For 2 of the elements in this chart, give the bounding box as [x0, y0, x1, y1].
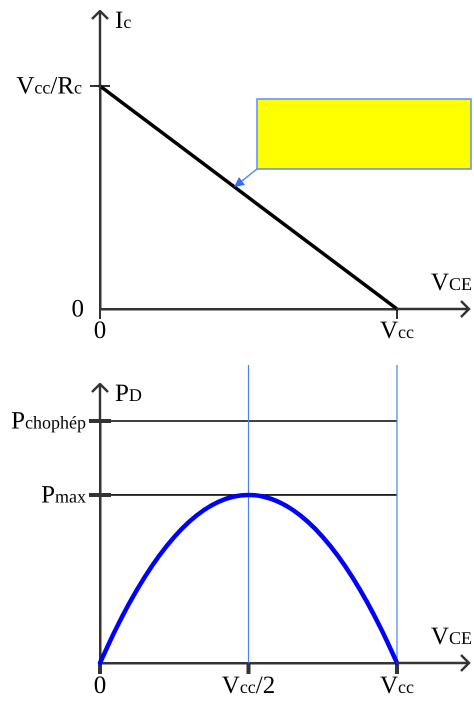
annotation: 0 — [72, 296, 84, 322]
x-tick-label: 0 — [94, 672, 106, 699]
